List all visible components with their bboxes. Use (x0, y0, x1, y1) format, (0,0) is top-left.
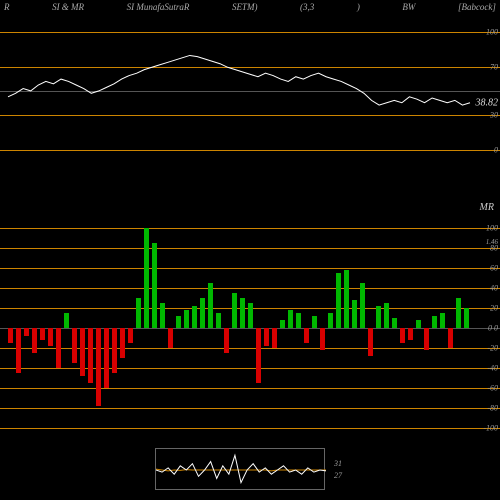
bar (232, 293, 237, 328)
gridline (0, 428, 500, 429)
axis-label: 40 (490, 284, 498, 293)
bar (184, 310, 189, 328)
bar (416, 320, 421, 328)
bar (40, 328, 45, 340)
bar (440, 313, 445, 328)
bar (384, 303, 389, 328)
bar (56, 328, 61, 368)
bar (296, 313, 301, 328)
price-line (0, 20, 500, 150)
hdr-7: [Babcock] (458, 2, 496, 12)
bar (432, 316, 437, 328)
gridline (0, 388, 500, 389)
bar (24, 328, 29, 336)
bar (224, 328, 229, 353)
bar (392, 318, 397, 328)
bar (64, 313, 69, 328)
chart-header: R SI & MR SI MunafaSutraR SETM) (3,3 ) B… (0, 0, 500, 14)
current-value-label: 38.82 (476, 97, 499, 108)
bar (192, 306, 197, 328)
axis-label: 100 (486, 224, 498, 233)
axis-label: 60 (490, 264, 498, 273)
gridline (0, 150, 500, 151)
axis-label: -100 (483, 424, 498, 433)
bar (456, 298, 461, 328)
bar (336, 273, 341, 328)
axis-label: -40 (487, 364, 498, 373)
bar (280, 320, 285, 328)
gridline (0, 368, 500, 369)
hdr-4: (3,3 (300, 2, 314, 12)
bar (400, 328, 405, 343)
axis-label: -60 (487, 384, 498, 393)
hdr-5: ) (357, 2, 360, 12)
bar (248, 303, 253, 328)
bar (312, 316, 317, 328)
bar (8, 328, 13, 343)
bar (464, 308, 469, 328)
bar (344, 270, 349, 328)
axis-label: 0 0 (488, 324, 498, 333)
bar (200, 298, 205, 328)
mini-axis-label: 27 (334, 471, 342, 480)
bar (144, 228, 149, 328)
gridline (0, 408, 500, 409)
bar (360, 283, 365, 328)
bar (16, 328, 21, 373)
extra-label: 1.46 (486, 238, 498, 246)
mr-label: MR (480, 202, 494, 213)
bar (256, 328, 261, 383)
bar (104, 328, 109, 388)
bar (240, 298, 245, 328)
bar (152, 243, 157, 328)
bar (112, 328, 117, 373)
bar (328, 313, 333, 328)
gridline (0, 228, 500, 229)
mini-lines (156, 449, 326, 491)
line-chart-panel: 1007030038.82 (0, 20, 500, 150)
gridline (0, 288, 500, 289)
bar (408, 328, 413, 340)
bar (48, 328, 53, 346)
bar (216, 313, 221, 328)
bar (264, 328, 269, 346)
bar (72, 328, 77, 363)
bar (368, 328, 373, 356)
bar (352, 300, 357, 328)
hdr-3: SETM) (232, 2, 258, 12)
gridline (0, 248, 500, 249)
axis-label: 20 (490, 304, 498, 313)
axis-label: -20 (487, 344, 498, 353)
bar (320, 328, 325, 350)
bar (80, 328, 85, 376)
bar (88, 328, 93, 383)
hdr-1: SI & MR (52, 2, 84, 12)
hdr-6: BW (402, 2, 415, 12)
bar (448, 328, 453, 348)
bar-chart-panel: 100806040200 0-20-40-60-80-1001.46 (0, 218, 500, 438)
bar (136, 298, 141, 328)
bar (160, 303, 165, 328)
bar (272, 328, 277, 348)
bar (120, 328, 125, 358)
mini-chart-panel: 3127 (155, 448, 325, 490)
bar (424, 328, 429, 350)
bar (288, 310, 293, 328)
bar (168, 328, 173, 348)
axis-label: -80 (487, 404, 498, 413)
bar (96, 328, 101, 406)
gridline (0, 268, 500, 269)
bar (32, 328, 37, 353)
bar (208, 283, 213, 328)
hdr-0: R (4, 2, 10, 12)
bar (128, 328, 133, 343)
bar (376, 306, 381, 328)
mini-axis-label: 31 (334, 459, 342, 468)
bar (176, 316, 181, 328)
hdr-2: SI MunafaSutraR (127, 2, 190, 12)
bar (304, 328, 309, 343)
